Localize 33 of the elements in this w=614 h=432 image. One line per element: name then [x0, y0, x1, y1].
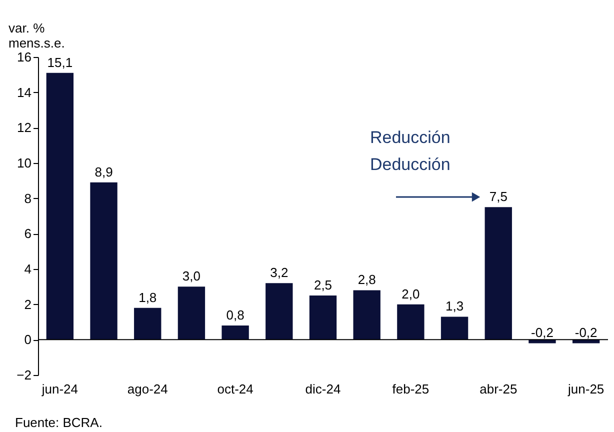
- data-label: 8,9: [94, 164, 113, 180]
- x-tick-label: jun-25: [567, 382, 604, 396]
- x-tick-label: feb-25: [392, 382, 430, 396]
- x-tick-label: jun-24: [40, 382, 78, 396]
- x-tick-label: ago-24: [127, 382, 168, 396]
- y-tick-label: 0: [24, 332, 32, 348]
- x-tick-label: abr-25: [480, 382, 518, 396]
- data-label: 15,1: [47, 54, 73, 70]
- data-label: 7,5: [489, 189, 508, 204]
- y-tick-label: 16: [17, 50, 32, 64]
- y-tick-label: 14: [17, 84, 32, 100]
- y-tick-label: 8: [24, 190, 32, 206]
- y-tick-label: −2: [16, 368, 32, 382]
- data-label: 2,0: [402, 286, 420, 302]
- data-label: 3,0: [182, 268, 200, 284]
- y-axis-title: var. % mens.s.e.: [8, 20, 65, 50]
- data-label: -0,2: [574, 325, 598, 340]
- source-note: Fuente: BCRA.: [15, 415, 102, 430]
- data-label: 1,8: [138, 290, 157, 305]
- y-tick-label: 4: [24, 262, 32, 276]
- y-tick-label: 6: [24, 226, 32, 242]
- x-tick-label: dic-24: [305, 382, 341, 396]
- data-label: 0,8: [226, 308, 244, 323]
- x-tick-label: oct-24: [217, 382, 254, 396]
- data-label: 1,3: [446, 298, 464, 314]
- data-label: 2,8: [358, 272, 376, 288]
- data-label: 3,2: [270, 265, 288, 280]
- y-tick-label: 12: [17, 120, 32, 136]
- data-label: 2,5: [314, 278, 332, 292]
- y-tick-label: 10: [17, 156, 32, 170]
- y-tick-label: 2: [24, 296, 32, 312]
- data-label: -0,2: [531, 325, 554, 340]
- annotation: Reducción Deducción: [370, 128, 450, 174]
